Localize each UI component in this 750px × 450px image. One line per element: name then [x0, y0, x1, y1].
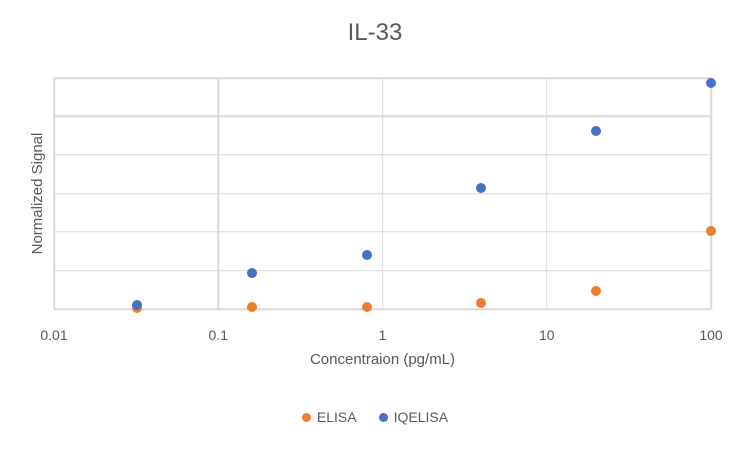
gridline-vertical: [381, 78, 384, 309]
gridline-vertical: [53, 78, 55, 309]
data-point-iqelisa: [246, 268, 257, 279]
data-point-iqelisa: [361, 250, 372, 261]
data-point-iqelisa: [591, 126, 602, 137]
gridline-vertical: [546, 78, 548, 309]
x-axis-title: Concentraion (pg/mL): [309, 351, 456, 368]
x-tick-label: 1: [378, 327, 387, 343]
data-point-elisa: [246, 302, 257, 313]
data-point-elisa: [706, 226, 716, 237]
data-point-elisa: [361, 302, 372, 313]
data-point-elisa: [591, 285, 602, 296]
x-tick-label: 10: [538, 327, 555, 343]
data-point-elisa: [476, 297, 487, 308]
y-axis-title: Normalized Signal: [29, 132, 46, 255]
chart-title: IL-33: [347, 19, 403, 46]
legend-label: ELISA: [316, 409, 357, 425]
x-tick-label: 0.1: [208, 327, 228, 343]
gridline-horizontal: [54, 308, 711, 310]
plot-area: [53, 77, 716, 314]
legend-marker-icon: [301, 413, 311, 422]
legend-item-elisa: ELISA: [301, 409, 357, 426]
data-point-iqelisa: [476, 182, 487, 193]
data-point-iqelisa: [131, 300, 142, 311]
x-tick-label: 100: [699, 327, 723, 343]
legend-label: IQELISA: [393, 409, 449, 425]
legend: ELISA IQELISA: [0, 409, 750, 426]
gridline-vertical: [710, 78, 712, 309]
x-axis-tick-labels: 0.01 0.1 1 10 100: [40, 327, 722, 345]
legend-item-iqelisa: IQELISA: [378, 409, 449, 426]
x-tick-label: 0.01: [40, 327, 68, 343]
gridline-vertical: [217, 78, 219, 309]
data-point-iqelisa: [706, 78, 716, 88]
legend-marker-icon: [378, 413, 388, 422]
